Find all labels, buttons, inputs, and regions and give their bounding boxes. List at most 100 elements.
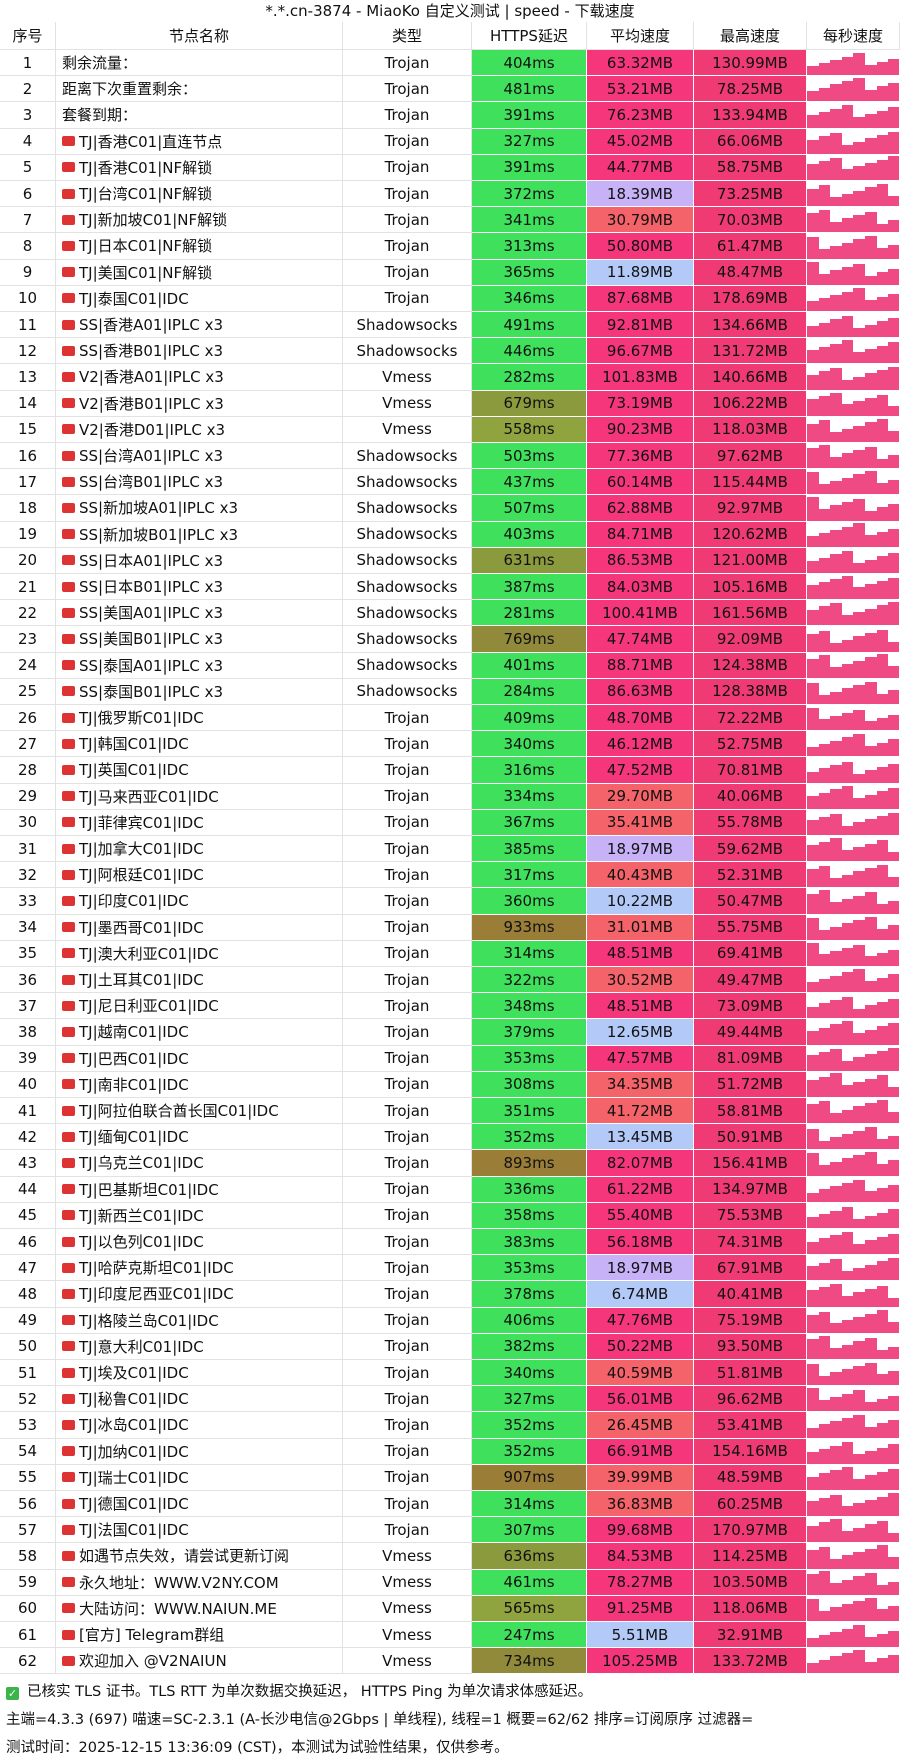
speed-bar	[853, 660, 865, 678]
speed-bar	[876, 1658, 889, 1674]
max-speed: 48.47MB	[694, 259, 807, 286]
speed-bar	[853, 1130, 865, 1150]
speed-bar	[818, 322, 831, 338]
speed-bar	[841, 1231, 854, 1255]
speed-bar	[807, 1598, 819, 1621]
speed-bar	[853, 1033, 865, 1045]
speed-bar	[807, 1055, 819, 1071]
node-type: Shadowsocks	[343, 521, 472, 548]
node-type: Vmess	[343, 416, 472, 443]
speed-bar	[876, 1163, 889, 1176]
speed-bar	[830, 1137, 842, 1150]
text: 69.41MB	[716, 944, 784, 963]
text: Trojan	[384, 1468, 430, 1487]
text: 50.91MB	[716, 1127, 784, 1146]
text: Vmess	[382, 420, 432, 439]
avg-speed: 18.97MB	[587, 1255, 694, 1282]
text: 53.41MB	[716, 1415, 784, 1434]
speed-bar	[830, 1048, 842, 1071]
row-index: 30	[0, 809, 56, 836]
latency: 282ms	[472, 364, 587, 391]
speed-bar	[807, 1290, 819, 1307]
text: 105.25MB	[602, 1651, 678, 1670]
speed-bar	[818, 630, 831, 652]
row-index: 27	[0, 731, 56, 758]
latency: 281ms	[472, 600, 587, 627]
text: 平均速度	[609, 27, 670, 45]
text: 30.52MB	[606, 970, 674, 989]
text: 32	[17, 865, 38, 884]
speed-bar	[807, 1128, 819, 1150]
per-second-chart	[807, 783, 900, 810]
footer-line: 测试时间：2025-12-15 13:36:09 (CST)，本测试为试验性结果…	[6, 1736, 509, 1757]
speed-bar	[818, 694, 831, 704]
text: 61.47MB	[716, 236, 784, 255]
speed-bar	[876, 580, 889, 600]
latency: 346ms	[472, 285, 587, 312]
latency: 379ms	[472, 1019, 587, 1046]
latency: 391ms	[472, 102, 587, 129]
per-second-chart	[807, 836, 900, 863]
row-index: 29	[0, 783, 56, 810]
footer-line: 主端=4.3.3 (697) 喵速=SC-2.3.1 (A-长沙电信@2Gbps…	[6, 1708, 753, 1729]
max-speed: 72.22MB	[694, 705, 807, 732]
row-index: 2	[0, 76, 56, 103]
max-speed: 97.62MB	[694, 443, 807, 470]
text: 48.51MB	[606, 996, 674, 1015]
speed-bar	[853, 1576, 865, 1595]
text: 62.88MB	[606, 498, 674, 517]
speed-bar	[876, 1447, 889, 1464]
node-name: TJ|巴基斯坦C01|IDC	[56, 1176, 343, 1203]
flag-icon	[62, 267, 75, 278]
speed-bar	[830, 456, 842, 469]
speed-bar	[841, 575, 854, 600]
speed-bar	[853, 562, 865, 573]
text: 24	[17, 656, 38, 675]
text: Trojan	[384, 132, 430, 151]
latency: 409ms	[472, 705, 587, 732]
avg-speed: 30.79MB	[587, 207, 694, 234]
speed-bar	[830, 902, 842, 914]
speed-bar	[888, 1047, 899, 1071]
text: 114.25MB	[712, 1546, 788, 1565]
row-index: 44	[0, 1176, 56, 1203]
avg-speed: 56.18MB	[587, 1229, 694, 1256]
node-name: TJ|美国C01|NF解锁	[56, 259, 343, 286]
speed-bar	[830, 1000, 842, 1019]
latency: 314ms	[472, 940, 587, 967]
per-second-chart	[807, 102, 900, 129]
speed-bar	[807, 1192, 819, 1202]
speed-bar	[864, 584, 877, 600]
node-name: TJ|巴西C01|IDC	[56, 1045, 343, 1072]
row-index: 46	[0, 1229, 56, 1256]
speed-bar	[888, 318, 899, 338]
flag-icon	[62, 529, 75, 540]
node-type: Trojan	[343, 1333, 472, 1360]
node-type: Vmess	[343, 390, 472, 417]
node-name: SS|新加坡A01|IPLC x3	[56, 495, 343, 522]
text: 58	[17, 1546, 38, 1565]
latency: 340ms	[472, 731, 587, 758]
text: 67.91MB	[716, 1258, 784, 1277]
text: Trojan	[384, 1206, 430, 1225]
node-name: TJ|南非C01|IDC	[56, 1071, 343, 1098]
text: 103.50MB	[712, 1573, 788, 1592]
speed-bar	[818, 1610, 831, 1621]
speed-bar	[864, 745, 877, 757]
speed-bar	[853, 215, 865, 233]
speed-bar	[818, 1165, 831, 1176]
speed-bar	[830, 716, 842, 731]
node-name: TJ|加拿大C01|IDC	[56, 836, 343, 863]
speed-bar	[853, 1551, 865, 1569]
latency: 348ms	[472, 993, 587, 1020]
node-name: SS|香港A01|IPLC x3	[56, 312, 343, 339]
speed-bar	[841, 1021, 854, 1045]
text: 106.22MB	[712, 394, 788, 413]
speed-bar	[876, 1237, 889, 1255]
latency: 352ms	[472, 1438, 587, 1465]
row-index: 54	[0, 1438, 56, 1465]
text: SS|泰国B01|IPLC x3	[79, 682, 224, 701]
text: TJ|尼日利亚C01|IDC	[79, 997, 219, 1016]
per-second-chart	[807, 652, 900, 679]
text: 86.53MB	[606, 551, 674, 570]
